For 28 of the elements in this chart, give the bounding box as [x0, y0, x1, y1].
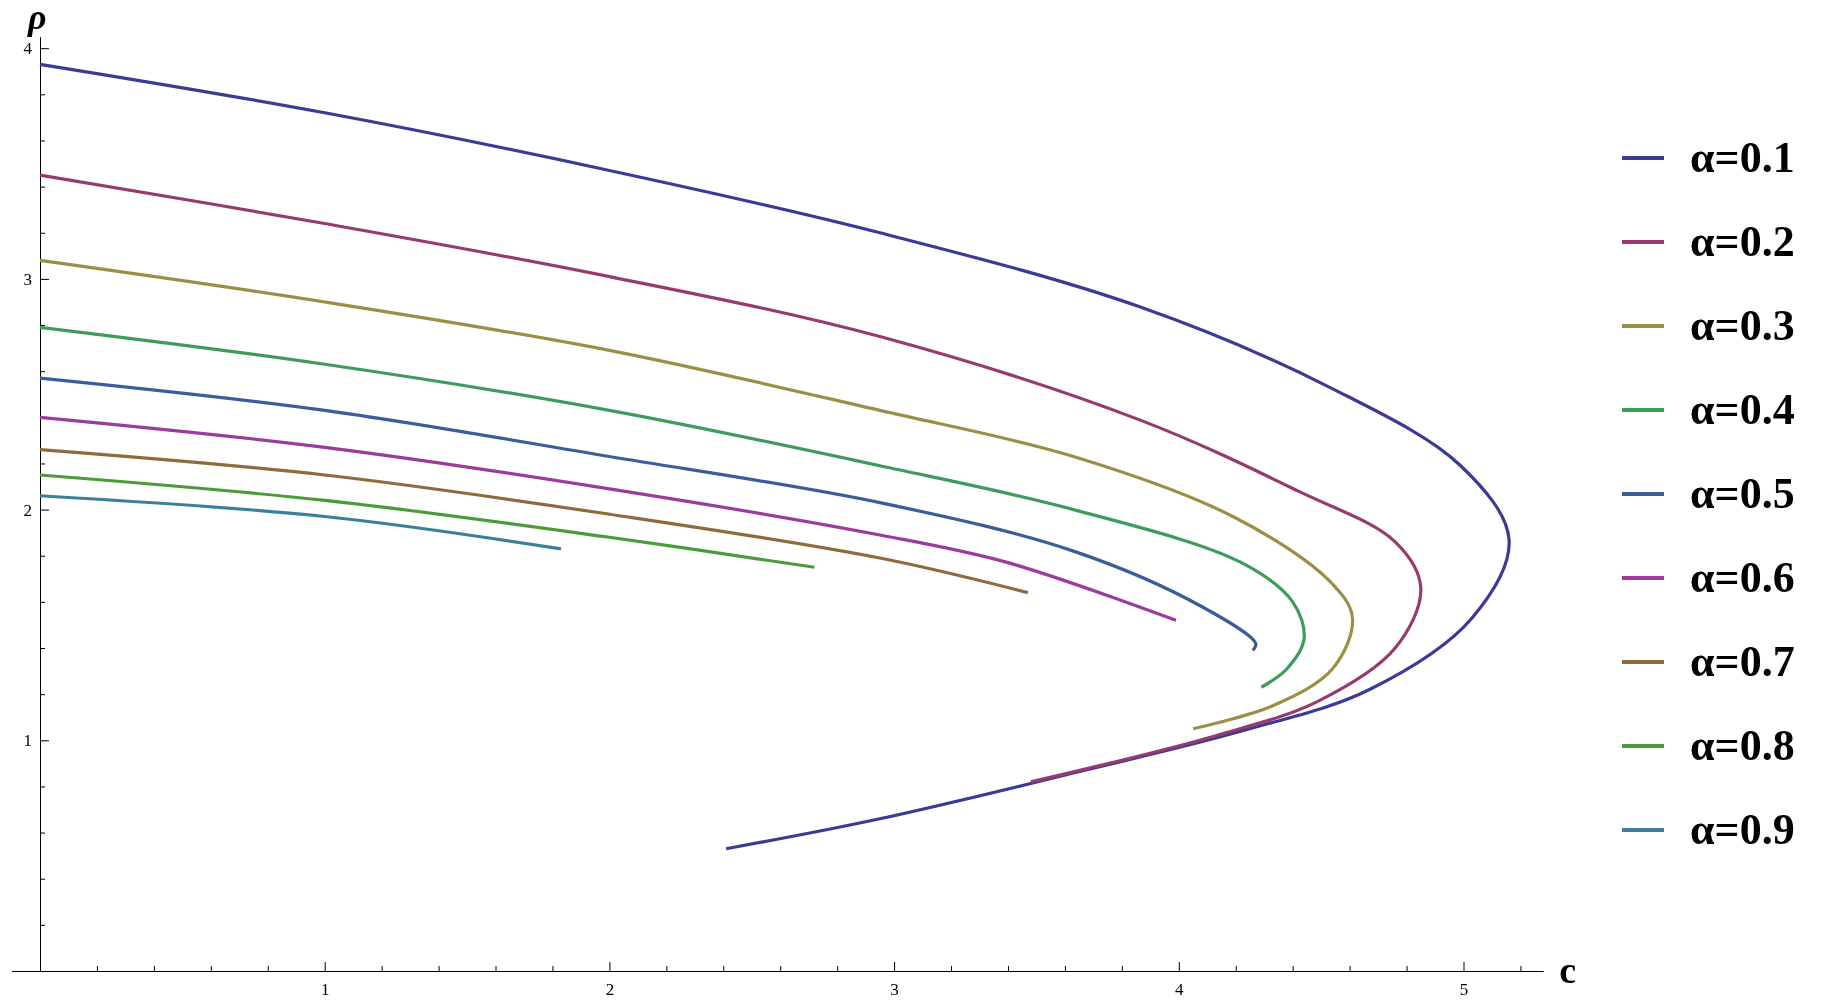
y-tick-label: 4 — [23, 39, 33, 59]
legend-label: α=0.7 — [1690, 637, 1795, 686]
line-series — [38, 376, 1258, 652]
x-tick-label: 3 — [890, 980, 899, 1000]
line-series — [38, 62, 1511, 851]
line-series — [38, 448, 1030, 595]
x-tick-label: 4 — [1175, 980, 1185, 1000]
line-series — [38, 325, 1306, 689]
x-tick-label: 1 — [320, 980, 330, 1000]
y-tick-label: 2 — [23, 500, 32, 520]
x-tick-label: 2 — [605, 980, 615, 1000]
x-axis-title: c — [1559, 949, 1577, 991]
legend-label: α=0.9 — [1690, 805, 1795, 854]
y-tick-label: 3 — [23, 269, 32, 289]
line-series — [38, 258, 1355, 731]
line-series — [38, 473, 816, 569]
legend-label: α=0.3 — [1690, 301, 1795, 350]
legend-label: α=0.6 — [1690, 553, 1795, 602]
line-series — [38, 415, 1178, 622]
line-series — [38, 173, 1423, 784]
legend-label: α=0.2 — [1690, 217, 1795, 266]
x-tick-label: 5 — [1459, 980, 1469, 1000]
legend-label: α=0.5 — [1690, 469, 1795, 518]
legend-label: α=0.1 — [1690, 133, 1795, 182]
legend-label: α=0.4 — [1690, 385, 1795, 434]
legend-label: α=0.8 — [1690, 721, 1795, 770]
y-axis-title: ρ — [27, 0, 47, 37]
y-tick-label: 1 — [23, 731, 32, 751]
